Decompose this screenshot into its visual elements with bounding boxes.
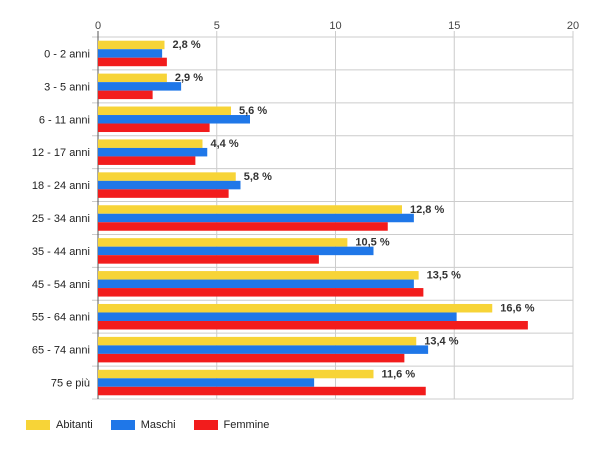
category-label: 18 - 24 anni (32, 180, 90, 192)
data-label: 5,8 % (244, 171, 272, 183)
legend-swatch-maschi (110, 420, 135, 430)
category-label: 55 - 64 anni (32, 312, 90, 324)
category-label: 65 - 74 anni (32, 345, 90, 357)
data-label: 2,9 % (175, 72, 203, 84)
category-label: 35 - 44 anni (32, 246, 90, 258)
bar-abitanti (98, 271, 419, 280)
category-label: 45 - 54 anni (32, 279, 90, 291)
x-tick-label: 0 (95, 20, 101, 32)
bar-femmine (98, 386, 426, 396)
data-label: 13,4 % (424, 335, 458, 347)
legend-item-abitanti: Abitanti (26, 419, 93, 431)
bar-abitanti (98, 336, 417, 346)
bar-abitanti (98, 40, 165, 50)
category-label: 6 - 11 anni (39, 114, 90, 126)
x-tick-label: 10 (329, 20, 341, 32)
bar-maschi (98, 82, 182, 91)
bar-abitanti (98, 139, 203, 148)
category-label: 3 - 5 anni (44, 81, 90, 93)
bar-femmine (98, 288, 424, 297)
category-label: 0 - 2 anni (44, 48, 90, 60)
x-tick-label: 5 (214, 20, 220, 32)
bar-abitanti (98, 238, 348, 247)
data-label: 2,8 % (173, 39, 201, 51)
bar-maschi (98, 180, 241, 190)
bar-maschi (98, 115, 250, 124)
bar-abitanti (98, 73, 167, 83)
legend-item-femmine: Femmine (193, 419, 270, 431)
bar-femmine (98, 320, 528, 330)
bar-maschi (98, 213, 414, 223)
data-label: 10,5 % (355, 237, 389, 249)
bar-femmine (98, 255, 319, 264)
bar-femmine (98, 57, 167, 67)
bar-abitanti (98, 303, 493, 313)
bar-maschi (98, 312, 457, 321)
data-label: 11,6 % (382, 368, 416, 380)
legend-swatch-femmine (193, 420, 218, 430)
x-tick-label: 20 (567, 20, 579, 32)
bar-abitanti (98, 172, 236, 181)
legend-label-maschi: Maschi (140, 419, 176, 431)
bar-femmine (98, 156, 196, 165)
legend-label-femmine: Femmine (223, 419, 270, 431)
x-tick-label: 15 (448, 20, 460, 32)
bar-maschi (98, 345, 429, 354)
data-label: 13,5 % (427, 270, 461, 282)
bar-femmine (98, 90, 153, 100)
data-label: 4,4 % (211, 138, 239, 150)
data-label: 5,6 % (239, 105, 267, 117)
bar-maschi (98, 246, 374, 256)
data-label: 16,6 % (500, 302, 534, 314)
bar-abitanti (98, 106, 231, 116)
category-label: 12 - 17 anni (32, 147, 90, 159)
bar-femmine (98, 123, 210, 133)
bar-abitanti (98, 369, 374, 379)
bar-femmine (98, 222, 388, 231)
bar-maschi (98, 49, 163, 58)
category-label: 25 - 34 anni (32, 213, 90, 225)
bar-abitanti (98, 205, 402, 214)
data-label: 12,8 % (410, 204, 444, 216)
bar-maschi (98, 147, 208, 157)
category-label: 75 e più (51, 378, 90, 390)
legend-swatch-abitanti (26, 420, 50, 430)
bar-femmine (98, 353, 405, 363)
bar-maschi (98, 279, 414, 289)
bar-maschi (98, 378, 315, 387)
bar-femmine (98, 189, 229, 198)
legend-item-maschi: Maschi (110, 419, 176, 431)
legend: Abitanti Maschi Femmine (26, 417, 269, 433)
legend-label-abitanti: Abitanti (56, 419, 93, 431)
